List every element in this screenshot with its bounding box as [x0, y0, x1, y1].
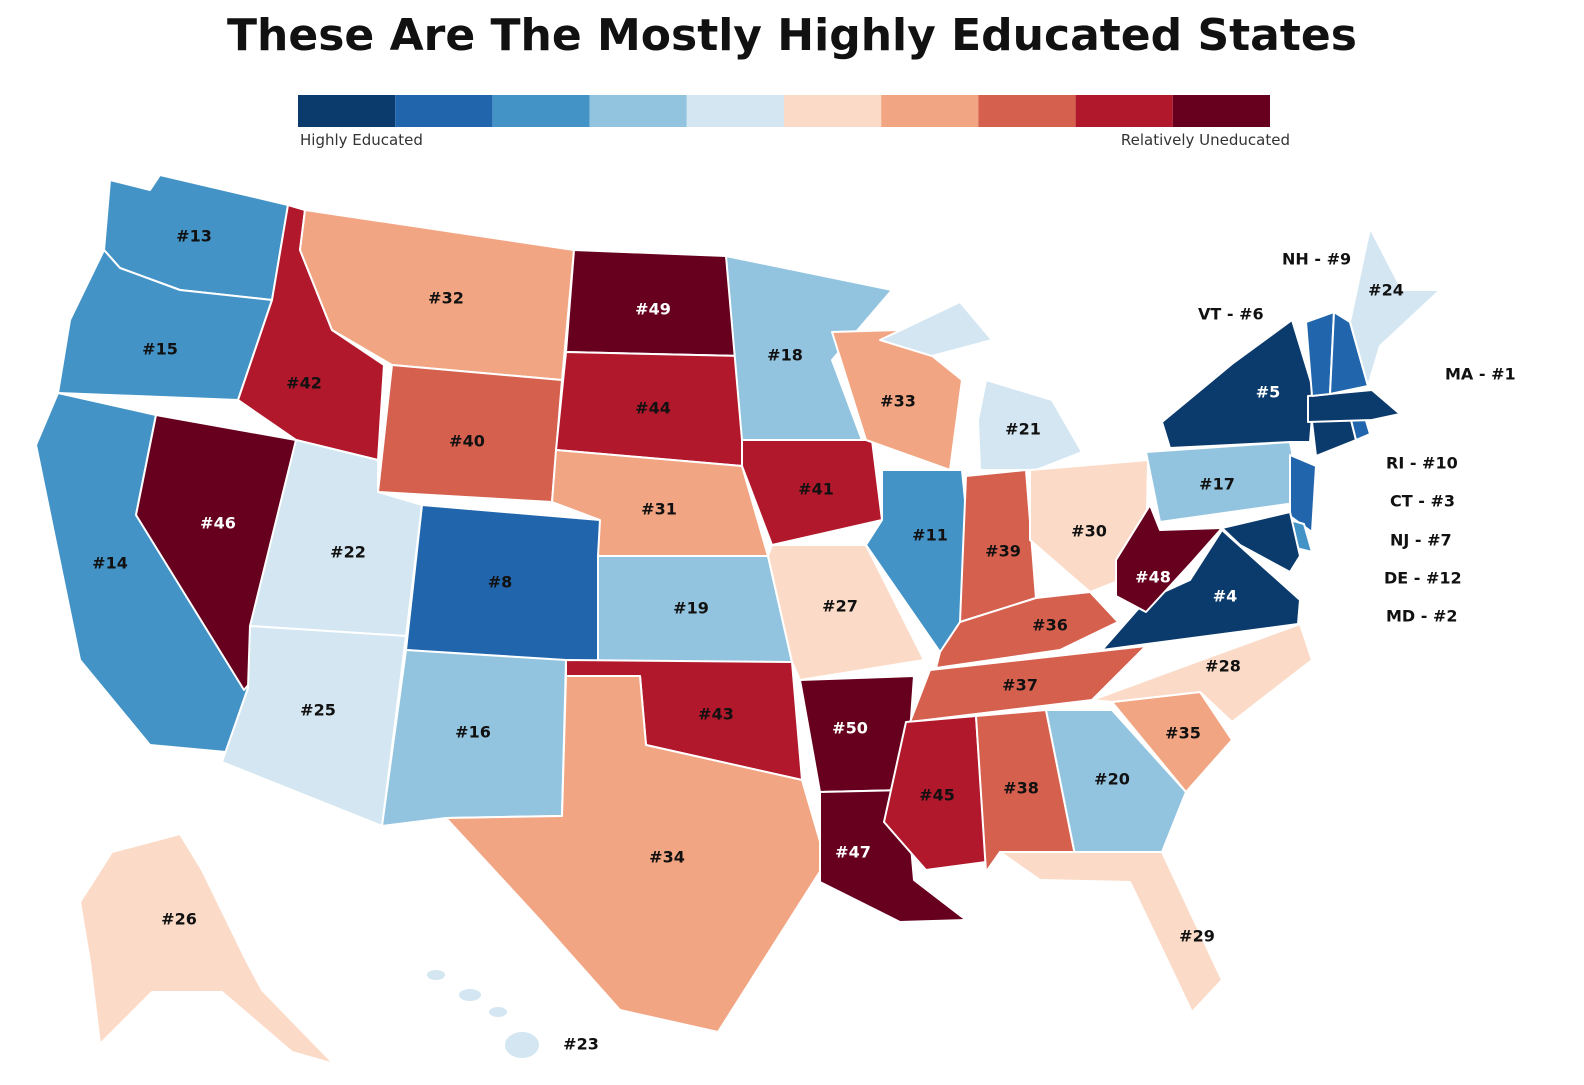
- state-label: #26: [161, 910, 197, 929]
- legend-swatch: [978, 95, 1076, 127]
- legend-swatch: [1075, 95, 1173, 127]
- state-label: #14: [92, 554, 128, 573]
- legend-swatch: [395, 95, 493, 127]
- state: [445, 675, 827, 1033]
- state: [503, 1030, 541, 1060]
- state-label: #50: [832, 719, 868, 738]
- state: [935, 591, 1119, 669]
- state-label: #38: [1003, 779, 1039, 798]
- state: [79, 833, 335, 1065]
- state-label: #49: [635, 300, 671, 319]
- state: [1161, 319, 1315, 449]
- state: [831, 329, 963, 471]
- state: [1289, 454, 1317, 533]
- title: These Are The Mostly Highly Educated Sta…: [227, 10, 1357, 61]
- legend-swatch: [492, 95, 590, 127]
- state: [1091, 623, 1313, 723]
- states: [35, 174, 1441, 1065]
- state: [1045, 709, 1187, 861]
- state-label: #35: [1165, 724, 1201, 743]
- legend-high-label: Relatively Uneducated: [1121, 131, 1290, 149]
- state: [1307, 389, 1401, 423]
- state-label: #11: [912, 526, 948, 545]
- state-label: #13: [176, 227, 212, 246]
- state-label: #29: [1179, 927, 1215, 946]
- state-label: #5: [1256, 383, 1281, 402]
- state-label: #20: [1094, 770, 1130, 789]
- state: [1349, 227, 1441, 387]
- state-label: MD - #2: [1386, 607, 1458, 626]
- state-label: #8: [488, 573, 513, 592]
- state-label: #42: [286, 374, 322, 393]
- state-label: #34: [649, 848, 685, 867]
- state-label: #31: [641, 500, 677, 519]
- state-label: VT - #6: [1198, 305, 1264, 324]
- state: [487, 1005, 509, 1019]
- state-label: #17: [1199, 475, 1235, 494]
- state-label: NJ - #7: [1390, 531, 1452, 550]
- state: [883, 715, 987, 871]
- legend-swatch: [881, 95, 979, 127]
- state-label: #23: [563, 1035, 599, 1054]
- state-label: #22: [330, 543, 366, 562]
- state-label: #48: [1135, 568, 1171, 587]
- legend-low-label: Highly Educated: [300, 131, 423, 149]
- legend-swatch: [1172, 95, 1270, 127]
- state-label: #24: [1368, 281, 1404, 300]
- state-label: #39: [985, 542, 1021, 561]
- legend-swatch: [589, 95, 687, 127]
- state-label: #33: [880, 392, 916, 411]
- state: [725, 255, 893, 441]
- state-label: #4: [1213, 587, 1238, 606]
- state-label: CT - #3: [1390, 492, 1455, 511]
- state-label: #32: [428, 289, 464, 308]
- state-label: RI - #10: [1386, 454, 1458, 473]
- state-label: #36: [1032, 616, 1068, 635]
- legend-swatch: [686, 95, 784, 127]
- state-label: #16: [455, 723, 491, 742]
- state-label: #15: [142, 340, 178, 359]
- state-label: #25: [300, 701, 336, 720]
- state: [999, 851, 1223, 1013]
- state-label: #43: [698, 705, 734, 724]
- state-label: #19: [673, 599, 709, 618]
- state-label: #41: [798, 480, 834, 499]
- state-label: NH - #9: [1282, 250, 1351, 269]
- legend-swatch: [784, 95, 882, 127]
- state: [1115, 504, 1223, 613]
- state-label: DE - #12: [1384, 569, 1462, 588]
- legend-swatch: [298, 95, 396, 127]
- state: [221, 625, 407, 827]
- state-label: #45: [919, 786, 955, 805]
- state-label: #21: [1005, 420, 1041, 439]
- state-label: #28: [1205, 657, 1241, 676]
- legend: [298, 95, 1270, 127]
- state: [879, 301, 993, 357]
- state-labels: #13 #15 #14 #46 #42 #32 #40 #22 #8 #25 #…: [92, 227, 1515, 1054]
- state: [741, 439, 883, 546]
- state: [1221, 511, 1301, 573]
- state-label: #30: [1071, 522, 1107, 541]
- state-label: #47: [835, 843, 871, 862]
- state-label: #18: [767, 346, 803, 365]
- state-label: #40: [449, 432, 485, 451]
- state-label: MA - #1: [1445, 365, 1516, 384]
- state: [457, 987, 483, 1003]
- state-label: #37: [1002, 676, 1038, 695]
- state-label: #27: [822, 597, 858, 616]
- state: [425, 968, 447, 982]
- state-label: #44: [635, 399, 671, 418]
- state-label: #46: [200, 514, 236, 533]
